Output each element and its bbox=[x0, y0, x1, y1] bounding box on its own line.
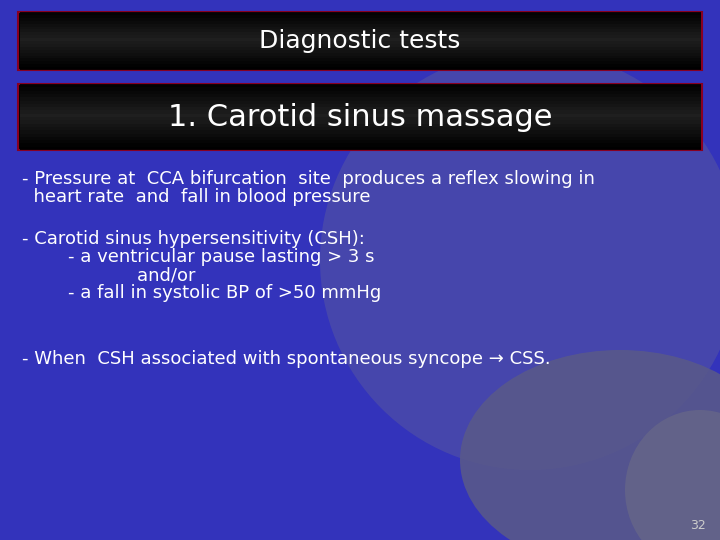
Bar bbox=[19, 97, 701, 100]
FancyBboxPatch shape bbox=[18, 84, 702, 150]
Bar bbox=[19, 35, 701, 38]
Bar bbox=[19, 133, 701, 137]
Bar bbox=[19, 44, 701, 47]
Text: - Pressure at  CCA bifurcation  site  produces a reflex slowing in: - Pressure at CCA bifurcation site produ… bbox=[22, 170, 595, 188]
Bar bbox=[19, 127, 701, 130]
Bar bbox=[19, 114, 701, 117]
Bar bbox=[19, 26, 701, 29]
Ellipse shape bbox=[320, 50, 720, 470]
Bar bbox=[19, 56, 701, 58]
Bar bbox=[19, 18, 701, 21]
Bar bbox=[19, 107, 701, 110]
Bar bbox=[19, 12, 701, 15]
Bar bbox=[19, 100, 701, 104]
Text: 32: 32 bbox=[690, 519, 706, 532]
Text: Diagnostic tests: Diagnostic tests bbox=[259, 29, 461, 53]
Text: - a fall in systolic BP of >50 mmHg: - a fall in systolic BP of >50 mmHg bbox=[22, 284, 382, 302]
Ellipse shape bbox=[460, 350, 720, 540]
Bar bbox=[19, 84, 701, 87]
Bar bbox=[19, 137, 701, 140]
Text: and/or: and/or bbox=[22, 266, 196, 284]
Bar bbox=[19, 87, 701, 91]
Bar bbox=[19, 117, 701, 120]
Ellipse shape bbox=[625, 410, 720, 540]
Bar bbox=[19, 91, 701, 94]
Text: heart rate  and  fall in blood pressure: heart rate and fall in blood pressure bbox=[22, 188, 371, 206]
Bar bbox=[19, 140, 701, 144]
Bar bbox=[19, 29, 701, 32]
Bar bbox=[19, 144, 701, 147]
Bar bbox=[19, 62, 701, 64]
Bar bbox=[19, 120, 701, 124]
FancyBboxPatch shape bbox=[18, 12, 702, 70]
Bar bbox=[19, 15, 701, 18]
Bar bbox=[19, 21, 701, 24]
Text: - Carotid sinus hypersensitivity (CSH):: - Carotid sinus hypersensitivity (CSH): bbox=[22, 230, 365, 248]
Bar bbox=[19, 130, 701, 133]
Bar bbox=[19, 32, 701, 35]
Bar bbox=[19, 38, 701, 41]
Bar bbox=[19, 147, 701, 150]
Text: - When  CSH associated with spontaneous syncope → CSS.: - When CSH associated with spontaneous s… bbox=[22, 350, 551, 368]
Bar bbox=[19, 124, 701, 127]
Bar bbox=[19, 104, 701, 107]
Bar bbox=[19, 58, 701, 62]
Bar bbox=[19, 94, 701, 97]
Bar bbox=[19, 67, 701, 70]
Bar bbox=[19, 52, 701, 56]
Bar bbox=[19, 50, 701, 52]
Bar bbox=[19, 47, 701, 50]
Text: - a ventricular pause lasting > 3 s: - a ventricular pause lasting > 3 s bbox=[22, 248, 374, 266]
Bar bbox=[19, 41, 701, 44]
Bar bbox=[19, 24, 701, 26]
Bar bbox=[19, 110, 701, 114]
Bar bbox=[19, 64, 701, 67]
Text: 1. Carotid sinus massage: 1. Carotid sinus massage bbox=[168, 103, 552, 132]
